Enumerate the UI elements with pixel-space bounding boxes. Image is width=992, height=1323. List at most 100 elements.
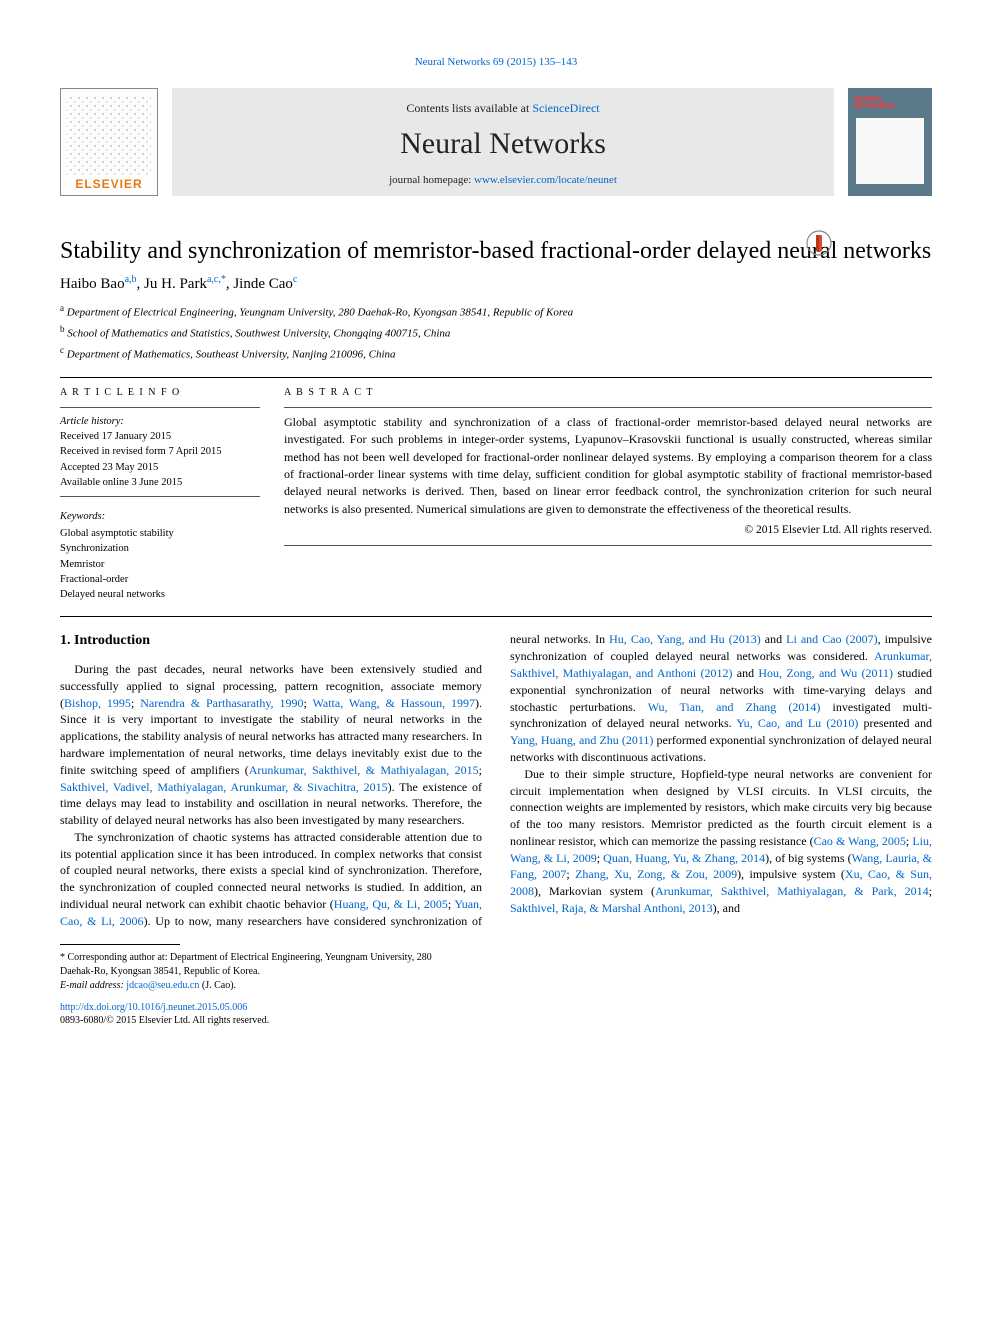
text: and bbox=[732, 666, 758, 680]
keyword: Synchronization bbox=[60, 541, 260, 556]
abstract-copyright: © 2015 Elsevier Ltd. All rights reserved… bbox=[284, 522, 932, 539]
sciencedirect-link[interactable]: ScienceDirect bbox=[532, 101, 599, 115]
author-name: Jinde Cao bbox=[233, 276, 293, 292]
corresponding-author-note: * Corresponding author at: Department of… bbox=[60, 951, 461, 979]
history-online: Available online 3 June 2015 bbox=[60, 475, 260, 490]
paragraph: During the past decades, neural networks… bbox=[60, 661, 482, 829]
masthead: ELSEVIER Contents lists available at Sci… bbox=[60, 88, 932, 196]
text: ; bbox=[303, 696, 312, 710]
citation-link[interactable]: Wu, Tian, and Zhang (2014) bbox=[648, 700, 821, 714]
keyword: Fractional-order bbox=[60, 572, 260, 587]
text: ), and bbox=[713, 901, 740, 915]
divider bbox=[284, 407, 932, 408]
citation-link[interactable]: Quan, Huang, Yu, & Zhang, 2014 bbox=[603, 851, 765, 865]
citation-link[interactable]: Zhang, Xu, Zong, & Zou, 2009 bbox=[575, 867, 737, 881]
homepage-prefix: journal homepage: bbox=[389, 174, 474, 186]
authors-line: Haibo Baoa,b, Ju H. Parka,c,*, Jinde Cao… bbox=[60, 273, 932, 294]
elsevier-logo: ELSEVIER bbox=[60, 88, 158, 196]
text: ), of big systems ( bbox=[765, 851, 851, 865]
author: Jinde Caoc bbox=[233, 276, 297, 292]
author-name: Ju H. Park bbox=[144, 276, 207, 292]
text: and bbox=[761, 632, 786, 646]
citation-link[interactable]: Watta, Wang, & Hassoun, 1997 bbox=[313, 696, 476, 710]
affil-text: Department of Mathematics, Southeast Uni… bbox=[67, 349, 396, 361]
author-affil-sup: c bbox=[293, 274, 297, 285]
affil-text: Department of Electrical Engineering, Ye… bbox=[67, 307, 573, 319]
citation-link[interactable]: Arunkumar, Sakthivel, Mathiyalagan, & Pa… bbox=[655, 884, 929, 898]
email-suffix: (J. Cao). bbox=[199, 980, 236, 991]
paper-title-text: Stability and synchronization of memrist… bbox=[60, 238, 931, 264]
keyword: Delayed neural networks bbox=[60, 587, 260, 602]
article-info-heading: A R T I C L E I N F O bbox=[60, 386, 260, 401]
contents-prefix: Contents lists available at bbox=[406, 101, 532, 115]
divider bbox=[60, 616, 932, 617]
history-received: Received 17 January 2015 bbox=[60, 429, 260, 444]
email-link[interactable]: jdcao@seu.edu.cn bbox=[126, 980, 199, 991]
keyword: Global asymptotic stability bbox=[60, 526, 260, 541]
email-line: E-mail address: jdcao@seu.edu.cn (J. Cao… bbox=[60, 979, 461, 993]
text: ; bbox=[566, 867, 575, 881]
abstract-body: Global asymptotic stability and synchron… bbox=[284, 414, 932, 518]
journal-cover-thumbnail: NEURAL NETWORKS bbox=[848, 88, 932, 196]
citation-link[interactable]: Li and Cao (2007) bbox=[786, 632, 877, 646]
elsevier-brand-text: ELSEVIER bbox=[75, 176, 142, 192]
citation-link[interactable]: Huang, Qu, & Li, 2005 bbox=[334, 897, 448, 911]
text: ; bbox=[929, 884, 932, 898]
body-columns: 1. Introduction During the past decades,… bbox=[60, 631, 932, 929]
abstract: A B S T R A C T Global asymptotic stabil… bbox=[284, 386, 932, 602]
section-heading: 1. Introduction bbox=[60, 631, 482, 651]
divider bbox=[60, 377, 932, 378]
text: ; bbox=[479, 763, 482, 777]
running-header: Neural Networks 69 (2015) 135–143 bbox=[60, 55, 932, 70]
paragraph: Due to their simple structure, Hopfield-… bbox=[510, 766, 932, 917]
citation-link[interactable]: Sakthivel, Raja, & Marshal Anthoni, 2013 bbox=[510, 901, 713, 915]
author-name: Haibo Bao bbox=[60, 276, 125, 292]
affil-sup: c bbox=[60, 345, 64, 355]
citation-link[interactable]: Yu, Cao, and Lu (2010) bbox=[736, 716, 858, 730]
divider bbox=[60, 496, 260, 497]
citation-link[interactable]: Cao & Wang, 2005 bbox=[814, 834, 906, 848]
author: Haibo Baoa,b bbox=[60, 276, 137, 292]
email-label: E-mail address: bbox=[60, 980, 124, 991]
citation-link[interactable]: Hu, Cao, Yang, and Hu (2013) bbox=[609, 632, 761, 646]
journal-title: Neural Networks bbox=[400, 124, 606, 165]
text: presented and bbox=[858, 716, 932, 730]
crossmark-icon[interactable] bbox=[806, 230, 832, 256]
citation-link[interactable]: Hou, Zong, and Wu (2011) bbox=[758, 666, 893, 680]
homepage-line: journal homepage: www.elsevier.com/locat… bbox=[389, 173, 617, 188]
history-label: Article history: bbox=[60, 414, 260, 429]
affiliation: b School of Mathematics and Statistics, … bbox=[60, 323, 932, 342]
doi-block: http://dx.doi.org/10.1016/j.neunet.2015.… bbox=[60, 1001, 932, 1028]
history-accepted: Accepted 23 May 2015 bbox=[60, 460, 260, 475]
text: ), impulsive system ( bbox=[737, 867, 845, 881]
history-revised: Received in revised form 7 April 2015 bbox=[60, 444, 260, 459]
affil-text: School of Mathematics and Statistics, So… bbox=[67, 328, 450, 340]
affil-sup: a bbox=[60, 303, 64, 313]
author-affil-sup: a,c,* bbox=[207, 274, 226, 285]
contents-line: Contents lists available at ScienceDirec… bbox=[406, 100, 599, 116]
keywords-heading: Keywords: bbox=[60, 509, 260, 524]
citation-link[interactable]: Sakthivel, Vadivel, Mathiyalagan, Arunku… bbox=[60, 780, 388, 794]
article-info: A R T I C L E I N F O Article history: R… bbox=[60, 386, 260, 602]
divider bbox=[284, 545, 932, 546]
text: ; bbox=[131, 696, 140, 710]
homepage-link[interactable]: www.elsevier.com/locate/neunet bbox=[474, 174, 617, 186]
citation-link[interactable]: Arunkumar, Sakthivel, & Mathiyalagan, 20… bbox=[249, 763, 479, 777]
journal-header-panel: Contents lists available at ScienceDirec… bbox=[172, 88, 834, 196]
text: ), Markovian system ( bbox=[534, 884, 655, 898]
author: Ju H. Parka,c,* bbox=[144, 276, 226, 292]
citation-link[interactable]: Narendra & Parthasarathy, 1990 bbox=[140, 696, 303, 710]
affiliation: a Department of Electrical Engineering, … bbox=[60, 302, 932, 321]
abstract-heading: A B S T R A C T bbox=[284, 386, 932, 401]
paper-title: Stability and synchronization of memrist… bbox=[60, 236, 932, 267]
affiliation: c Department of Mathematics, Southeast U… bbox=[60, 344, 932, 363]
doi-link[interactable]: http://dx.doi.org/10.1016/j.neunet.2015.… bbox=[60, 1002, 247, 1013]
text: chaotic behavior ( bbox=[246, 897, 334, 911]
affil-sup: b bbox=[60, 324, 65, 334]
citation-link[interactable]: Yang, Huang, and Zhu (2011) bbox=[510, 733, 653, 747]
author-affil-sup: a,b bbox=[125, 274, 137, 285]
citation-link[interactable]: Bishop, 1995 bbox=[64, 696, 131, 710]
divider bbox=[60, 407, 260, 408]
cover-title: NEURAL NETWORKS bbox=[854, 96, 895, 110]
keyword: Memristor bbox=[60, 557, 260, 572]
